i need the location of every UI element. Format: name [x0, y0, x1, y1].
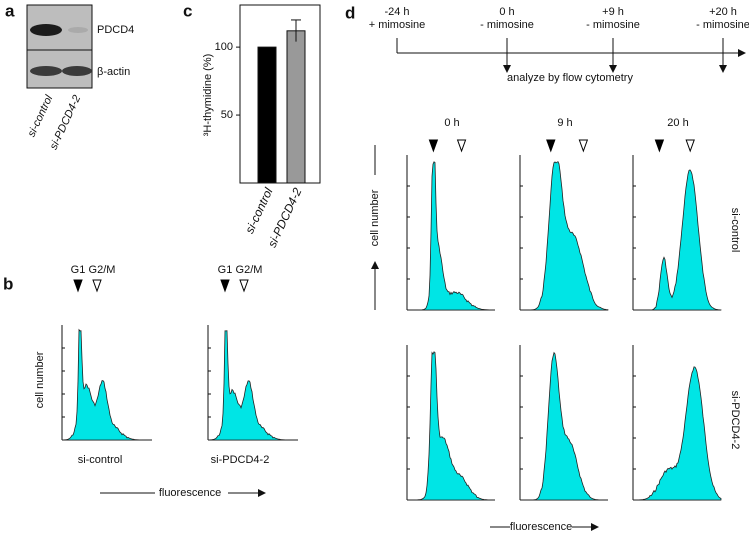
sample-label: si-control [78, 454, 123, 466]
timeline-label: +20 h [709, 6, 737, 18]
panel-label: b [3, 274, 13, 293]
row-label: si-PDCD4-2 [729, 391, 741, 450]
timeline-label: + mimosine [369, 19, 426, 31]
band [30, 66, 62, 76]
marker-triangle [428, 139, 439, 153]
axis-label: cell number [34, 351, 46, 408]
lane-label: si-control [26, 93, 56, 139]
timeline-label: - mimosine [696, 19, 749, 31]
band [62, 66, 92, 76]
histogram [633, 169, 722, 311]
histogram [520, 161, 609, 311]
histogram [207, 330, 298, 441]
axis-label: fluorescence [510, 521, 572, 533]
panel-label: d [345, 3, 355, 22]
timeline-label: - mimosine [586, 19, 640, 31]
band [30, 24, 62, 36]
timeline-label: - mimosine [480, 19, 534, 31]
marker-triangle [456, 139, 467, 153]
histogram [633, 366, 722, 501]
y-tick-label: 50 [221, 109, 233, 121]
marker-label: G2/M [236, 264, 263, 276]
histogram [407, 351, 495, 501]
column-label: 20 h [667, 117, 688, 129]
axis-label: ³H-thymidine (%) [202, 54, 214, 137]
plot-frame [239, 4, 321, 184]
y-tick-label: 100 [215, 41, 233, 53]
bar [257, 46, 277, 184]
timeline-label: -24 h [384, 6, 409, 18]
marker-triangle [578, 139, 589, 153]
analysis-label: analyze by flow cytometry [507, 72, 633, 84]
marker-triangle [546, 139, 556, 153]
panel-label: a [5, 1, 15, 20]
column-label: 0 h [444, 117, 459, 129]
timeline-label: 0 h [499, 6, 514, 18]
marker-triangle [92, 279, 102, 293]
marker-label: G1 [71, 264, 86, 276]
panel-label: c [183, 1, 192, 20]
x-tick-label: si-control [242, 185, 275, 235]
marker-triangle [685, 139, 695, 153]
marker-triangle [73, 279, 83, 293]
marker-triangle [239, 279, 249, 293]
marker-label: G1 [218, 264, 233, 276]
row-label: si-control [729, 208, 741, 253]
bar [286, 30, 306, 184]
sample-label: si-PDCD4-2 [211, 454, 270, 466]
band [68, 27, 88, 33]
timeline-label: +9 h [602, 6, 624, 18]
axis-label: cell number [369, 189, 381, 246]
histogram [520, 351, 608, 501]
band-label: PDCD4 [97, 24, 134, 36]
marker-triangle [654, 139, 665, 153]
histogram [61, 328, 152, 441]
histogram [407, 161, 495, 311]
axis-label: fluorescence [159, 487, 221, 499]
band-label: β-actin [97, 66, 130, 78]
marker-triangle [220, 279, 230, 293]
column-label: 9 h [557, 117, 572, 129]
marker-label: G2/M [89, 264, 116, 276]
